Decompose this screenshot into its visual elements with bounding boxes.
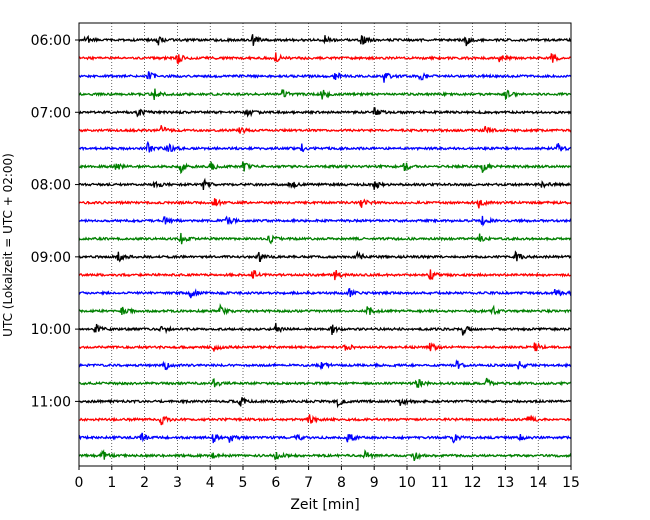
trace-line — [78, 140, 572, 153]
plot-frame — [78, 22, 572, 467]
x-tick-label: 1 — [107, 475, 116, 491]
vertical-gridlines — [111, 23, 539, 466]
trace-line — [78, 250, 572, 263]
y-tick-label: 09:00 — [31, 250, 71, 266]
trace-line — [78, 432, 572, 444]
x-tick-label: 10 — [398, 475, 416, 491]
trace-line — [78, 322, 572, 336]
trace-line — [78, 303, 572, 316]
x-tick-label: 14 — [529, 475, 547, 491]
y-tick-label: 06:00 — [31, 33, 71, 49]
x-tick-label: 2 — [140, 475, 149, 491]
x-tick-label: 13 — [496, 475, 514, 491]
x-axis-label: Zeit [min] — [290, 497, 359, 513]
x-tick-label: 9 — [370, 475, 379, 491]
x-axis-ticks: 0 1 2 3 4 5 6 7 8 9 10 11 12 13 14 15 — [75, 466, 580, 491]
trace-line — [78, 377, 572, 388]
trace-line — [78, 414, 572, 426]
x-tick-label: 12 — [464, 475, 482, 491]
y-tick-label: 10:00 — [31, 322, 71, 338]
trace-line — [78, 269, 572, 281]
y-axis-label: UTC (Lokalzeit = UTC + 02:00) — [1, 153, 15, 337]
y-tick-label: 08:00 — [31, 178, 71, 194]
plot-frame-fill — [79, 23, 571, 466]
trace-line — [78, 232, 572, 245]
trace-line — [78, 198, 572, 209]
trace-line — [78, 396, 572, 409]
y-tick-label: 07:00 — [31, 105, 71, 121]
trace-line — [78, 161, 572, 175]
x-tick-label: 0 — [75, 475, 84, 491]
x-tick-label: 11 — [431, 475, 449, 491]
trace-line — [78, 448, 572, 462]
x-tick-label: 15 — [562, 475, 580, 491]
trace-line — [78, 287, 572, 299]
trace-line — [78, 88, 572, 101]
trace-line — [78, 125, 572, 135]
x-tick-label: 5 — [239, 475, 248, 491]
trace-line — [78, 107, 572, 118]
x-tick-label: 7 — [304, 475, 313, 491]
x-tick-label: 8 — [337, 475, 346, 491]
seismic-traces — [78, 34, 572, 462]
x-tick-label: 3 — [173, 475, 182, 491]
x-tick-label: 6 — [271, 475, 280, 491]
x-tick-label: 4 — [206, 475, 215, 491]
trace-line — [78, 34, 572, 47]
trace-line — [78, 342, 572, 352]
trace-line — [78, 177, 572, 190]
trace-line — [78, 359, 572, 371]
y-axis-ticks: 06:00 07:00 08:00 09:00 10:00 11:00 — [31, 33, 79, 410]
trace-line — [78, 71, 572, 83]
y-tick-label: 11:00 — [31, 394, 71, 410]
trace-line — [78, 52, 572, 65]
trace-line — [78, 215, 572, 227]
